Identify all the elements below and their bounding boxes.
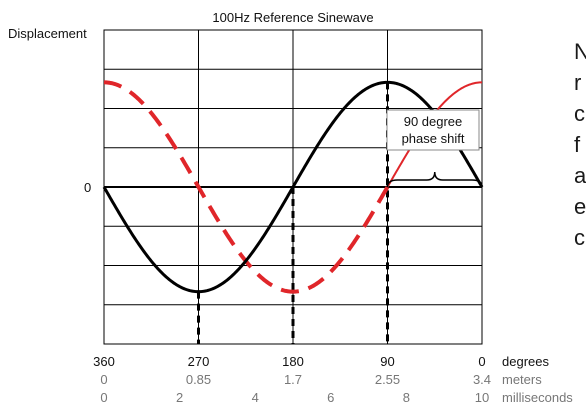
x-tick-milliseconds: 6: [327, 390, 334, 405]
side-text-fragment: c: [574, 225, 585, 250]
x-tick-degrees: 90: [380, 354, 394, 369]
x-tick-milliseconds: 10: [475, 390, 489, 405]
x-tick-meters: 2.55: [375, 372, 400, 387]
x-tick-milliseconds: 8: [403, 390, 410, 405]
x-tick-degrees: 0: [478, 354, 485, 369]
side-text-fragment: a: [574, 163, 586, 188]
x-axis-name-milliseconds: milliseconds: [502, 390, 573, 405]
x-tick-degrees: 360: [93, 354, 115, 369]
x-tick-milliseconds: 0: [100, 390, 107, 405]
y-zero-label: 0: [84, 180, 91, 195]
phase-annotation: 90 degree phase shift: [386, 109, 483, 188]
side-text-fragment: r: [574, 70, 582, 95]
x-tick-degrees: 270: [188, 354, 210, 369]
x-tick-milliseconds: 4: [252, 390, 259, 405]
x-axis-name-degrees: degrees: [502, 354, 549, 369]
x-axes: 360 270 180 90 0 degrees 0 0.85 1.7 2.55 3.4 meters…: [93, 354, 573, 405]
x-tick-meters: 3.4: [473, 372, 491, 387]
side-text-fragment: f: [574, 132, 581, 157]
side-text-fragment: N: [574, 39, 586, 64]
x-tick-degrees: 180: [282, 354, 304, 369]
annotation-text: 90 degree: [404, 114, 463, 129]
series-black: [102, 80, 484, 294]
x-tick-meters: 1.7: [284, 372, 302, 387]
y-axis-label: Displacement: [8, 26, 87, 41]
x-tick-meters: 0: [100, 372, 107, 387]
x-tick-milliseconds: 2: [176, 390, 183, 405]
chart-title: 100Hz Reference Sinewave: [212, 10, 373, 25]
x-axis-name-meters: meters: [502, 372, 542, 387]
side-text-fragment: c: [574, 101, 585, 126]
side-text-fragment: e: [574, 194, 586, 219]
annotation-text: phase shift: [402, 131, 465, 146]
vertical-markers: [197, 82, 389, 344]
phase-brace: [386, 171, 483, 188]
annotation-box: [386, 109, 480, 151]
x-tick-meters: 0.85: [186, 372, 211, 387]
